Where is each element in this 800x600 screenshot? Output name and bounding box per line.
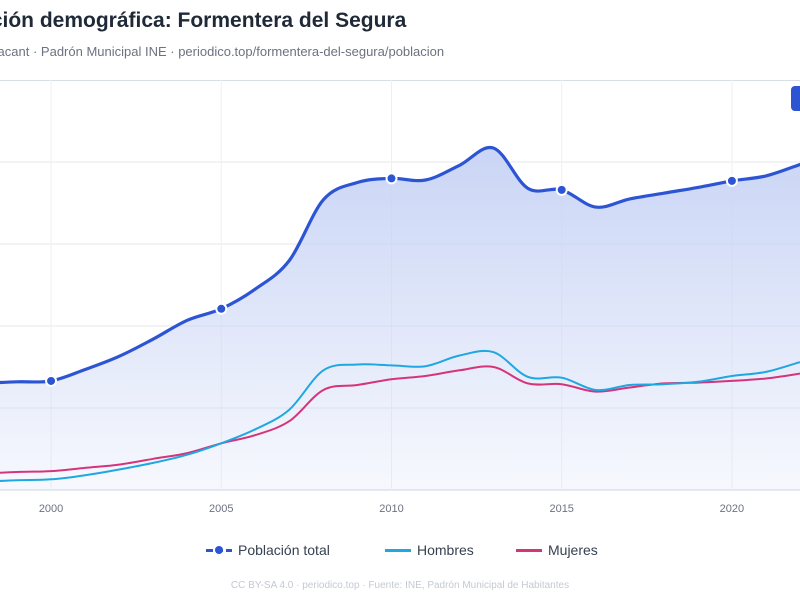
chart-area: 2000 2005 2010 2015 2020: [0, 80, 800, 520]
x-tick-label: 2010: [379, 503, 403, 515]
total-point-marker: [555, 183, 568, 196]
legend-item-hombres[interactable]: Hombres: [385, 542, 474, 558]
x-tick-label: 2015: [549, 503, 573, 515]
legend-item-total[interactable]: Población total: [206, 542, 330, 558]
legend-label-hombres: Hombres: [417, 542, 474, 558]
legend-swatch-total: [206, 544, 232, 556]
chart-legend: Población total Hombres Mujeres: [0, 542, 800, 566]
chart-menu-button[interactable]: [791, 86, 800, 111]
x-tick-label: 2020: [720, 503, 744, 515]
legend-swatch-mujeres: [516, 544, 542, 556]
chart-title: ución demográfica: Formentera del Segura: [0, 9, 407, 32]
legend-label-mujeres: Mujeres: [548, 542, 598, 558]
chart-subtitle: Alacant · Padrón Municipal INE · periodi…: [0, 44, 445, 59]
footer-credit: CC BY-SA 4.0 · periodico.top · Fuente: I…: [230, 580, 570, 591]
total-point-marker: [45, 374, 58, 387]
x-tick-label: 2000: [39, 503, 63, 515]
total-point-marker: [215, 302, 228, 315]
total-point-marker: [725, 174, 738, 187]
line-chart: 2000 2005 2010 2015 2020: [0, 80, 800, 515]
legend-label-total: Población total: [238, 542, 330, 558]
legend-swatch-hombres: [385, 544, 411, 556]
series-line-hombres: [0, 349, 800, 482]
total-point-marker: [385, 172, 398, 185]
x-tick-label: 2005: [209, 503, 233, 515]
legend-item-mujeres[interactable]: Mujeres: [516, 542, 598, 558]
total-area-fill: [0, 147, 800, 490]
